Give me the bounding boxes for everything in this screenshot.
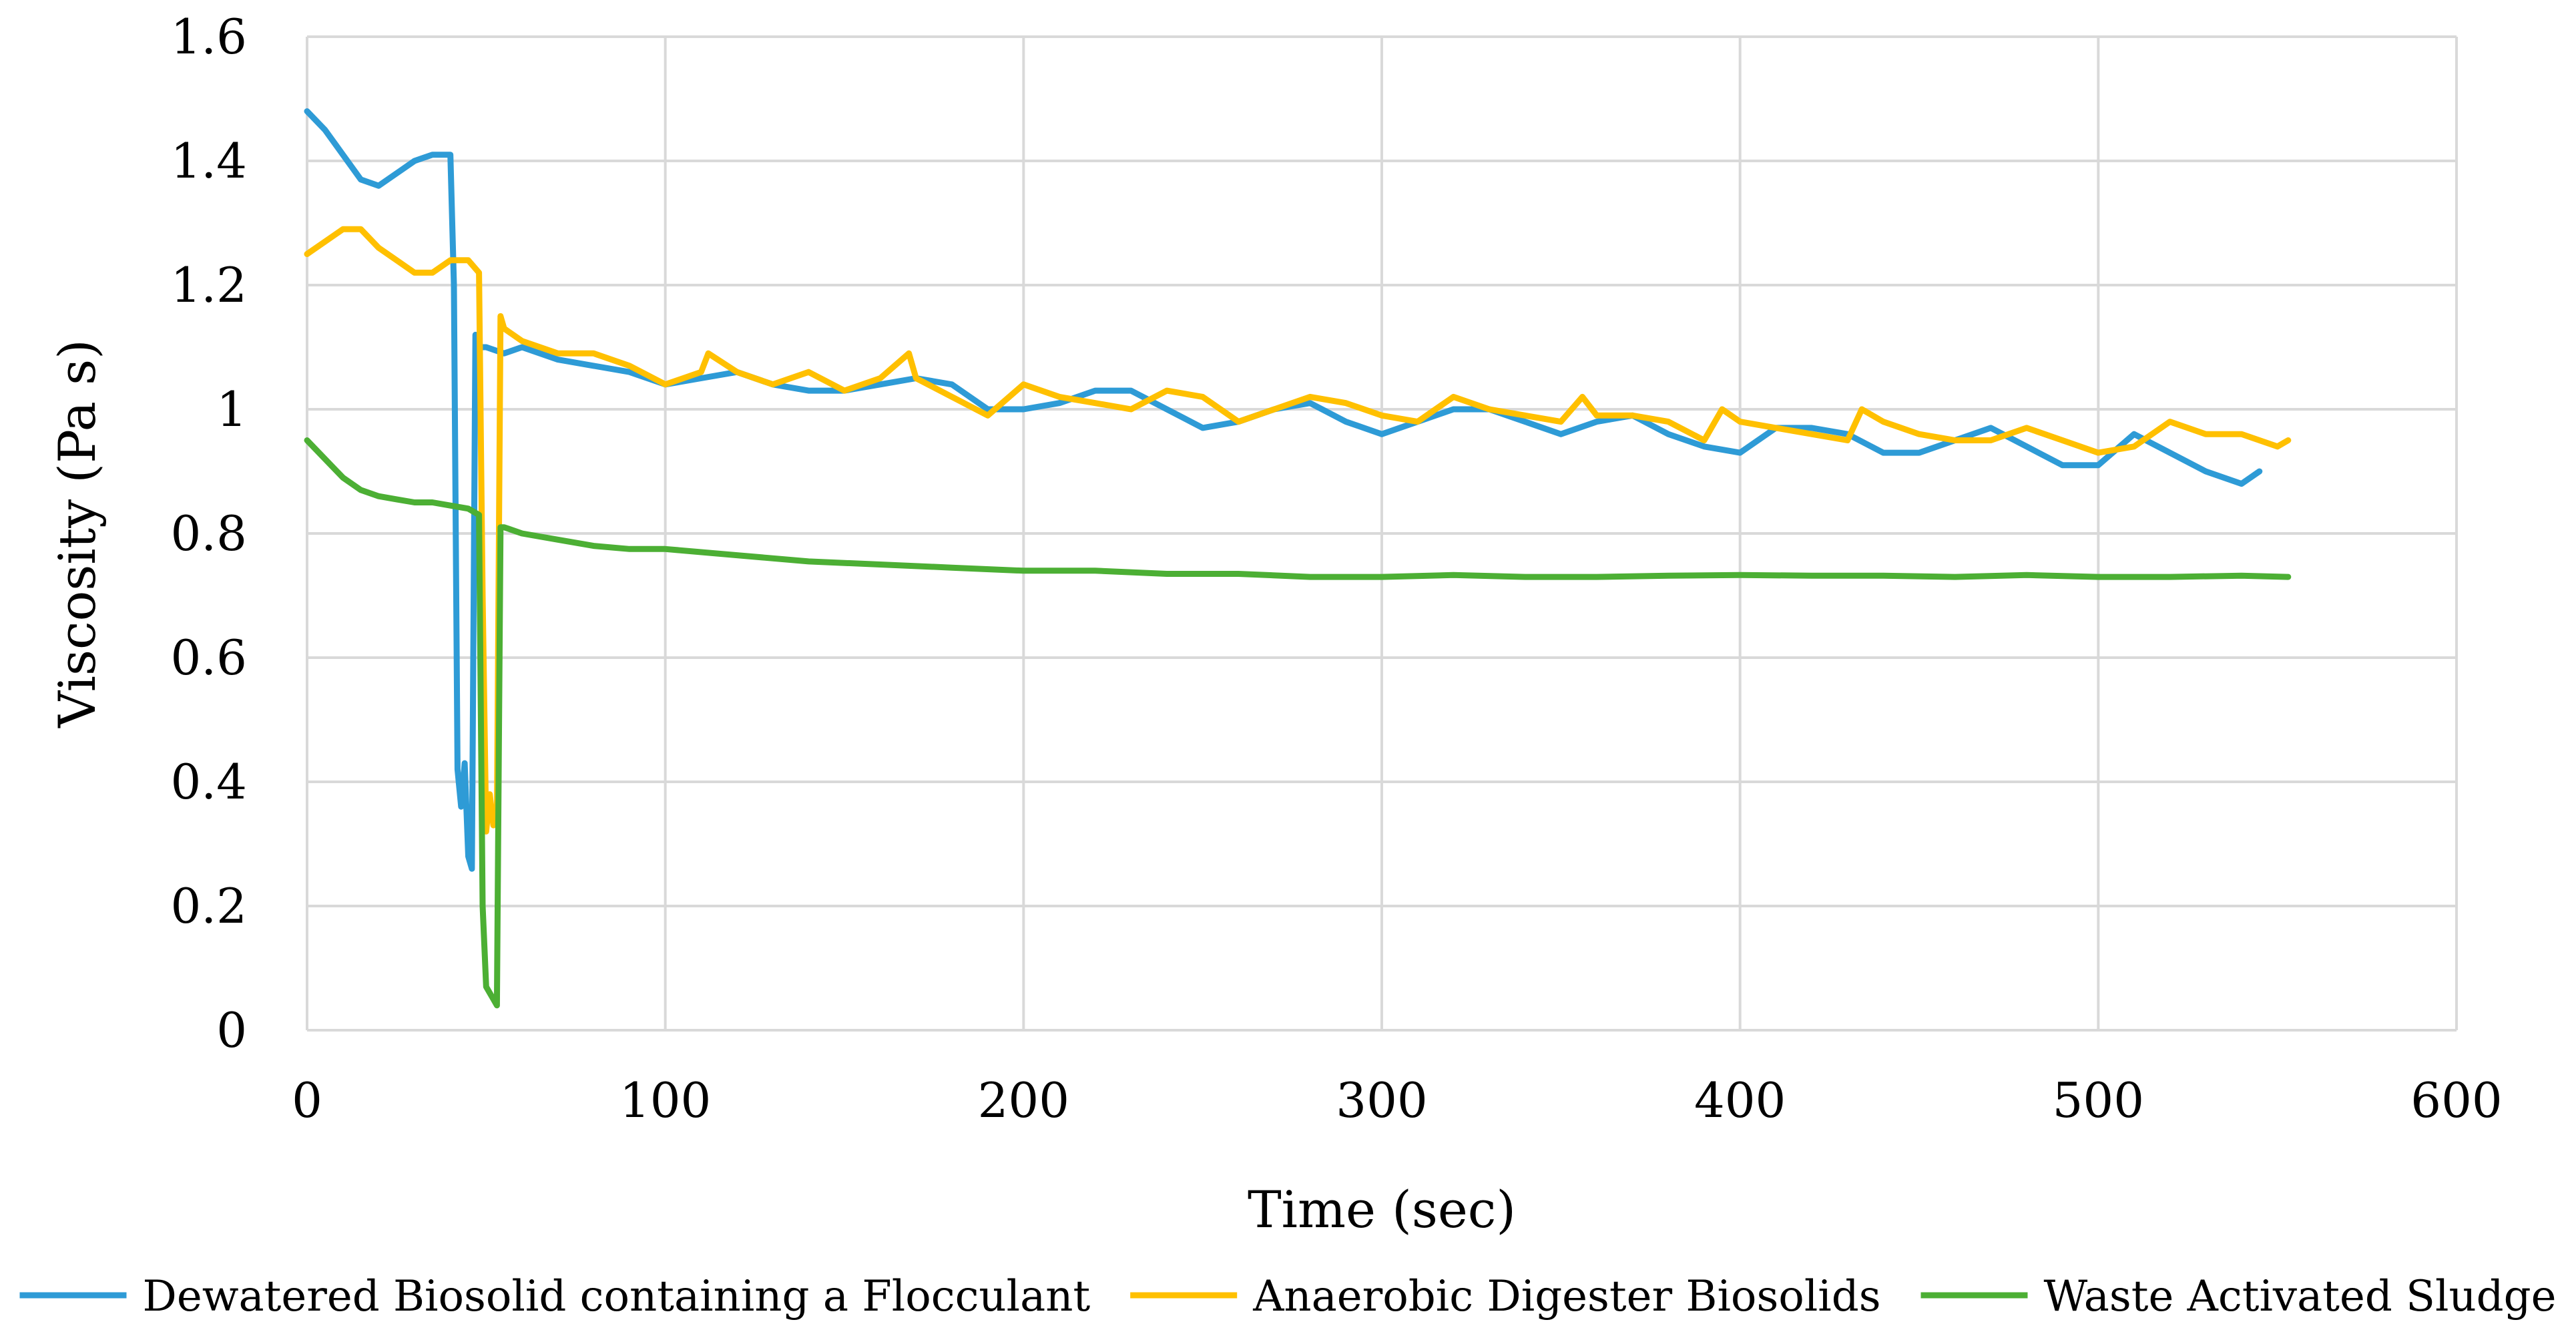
series-lines xyxy=(304,108,2292,1009)
y-tick-label: 0 xyxy=(216,1002,247,1058)
x-tick-label: 600 xyxy=(2410,1072,2502,1128)
series-line-1 xyxy=(304,108,2263,872)
x-tick-label: 200 xyxy=(978,1072,1069,1128)
series-line-3 xyxy=(304,437,2292,1009)
y-tick-label: 1.4 xyxy=(170,133,247,189)
legend-label: Dewatered Biosolid containing a Floccula… xyxy=(143,1272,1091,1321)
series-line-2 xyxy=(304,226,2292,835)
x-tick-label: 0 xyxy=(292,1072,322,1128)
x-tick-label: 400 xyxy=(1694,1072,1786,1128)
legend: Dewatered Biosolid containing a Floccula… xyxy=(19,1272,2557,1321)
y-tick-label: 0.2 xyxy=(170,878,247,934)
y-tick-label: 1 xyxy=(216,381,247,437)
y-tick-label: 0.4 xyxy=(170,754,247,810)
y-tick-label: 1.2 xyxy=(170,257,247,313)
legend-label: Anaerobic Digester Biosolids xyxy=(1252,1272,1880,1321)
x-axis-title: Time (sec) xyxy=(1248,1180,1516,1239)
legend-label: Waste Activated Sludge xyxy=(2044,1272,2557,1321)
legend-item-2: Anaerobic Digester Biosolids xyxy=(1130,1272,1881,1321)
legend-item-3: Waste Activated Sludge xyxy=(1920,1272,2557,1321)
x-tick-label: 500 xyxy=(2053,1072,2144,1128)
y-tick-label: 1.6 xyxy=(170,9,247,65)
x-tick-label: 100 xyxy=(619,1072,711,1128)
legend-item-1: Dewatered Biosolid containing a Floccula… xyxy=(19,1272,1091,1321)
y-axis-title: Viscosity (Pa s) xyxy=(47,339,107,728)
x-tick-label: 300 xyxy=(1336,1072,1427,1128)
tick-labels: 0 0.2 0.4 0.6 0.8 1 1.2 1.4 1.6 0 100 200 300 400 500 6… xyxy=(170,9,2502,1128)
grid xyxy=(306,35,2458,1032)
y-tick-label: 0.8 xyxy=(170,505,247,562)
axes xyxy=(306,37,2457,1032)
y-tick-label: 0.6 xyxy=(170,630,247,686)
